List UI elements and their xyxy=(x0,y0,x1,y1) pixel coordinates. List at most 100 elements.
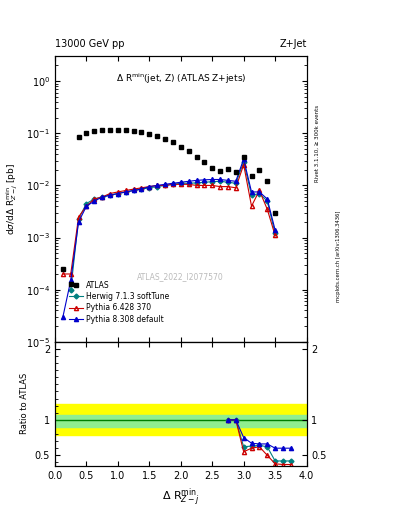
ATLAS xyxy=(194,154,199,160)
Pythia 6.428 370 xyxy=(123,187,128,194)
Herwig 7.1.3 softTune xyxy=(155,183,160,189)
Pythia 6.428 370 xyxy=(147,183,152,189)
Pythia 8.308 default xyxy=(123,189,128,195)
Herwig 7.1.3 softTune xyxy=(226,179,230,185)
ATLAS xyxy=(116,126,120,133)
Pythia 8.308 default xyxy=(84,203,89,209)
Pythia 6.428 370 xyxy=(273,232,277,239)
Pythia 8.308 default xyxy=(178,179,183,185)
Pythia 8.308 default xyxy=(186,178,191,184)
ATLAS xyxy=(76,134,81,140)
Pythia 6.428 370 xyxy=(226,183,230,189)
Herwig 7.1.3 softTune xyxy=(163,182,167,188)
Pythia 8.308 default xyxy=(68,278,73,284)
Pythia 6.428 370 xyxy=(131,186,136,192)
Text: Rivet 3.1.10, ≥ 300k events: Rivet 3.1.10, ≥ 300k events xyxy=(314,105,320,182)
Herwig 7.1.3 softTune xyxy=(265,198,270,204)
Pythia 6.428 370 xyxy=(76,214,81,220)
Line: Pythia 6.428 370: Pythia 6.428 370 xyxy=(61,163,277,276)
Pythia 6.428 370 xyxy=(116,189,120,195)
Pythia 8.308 default xyxy=(155,182,160,188)
Pythia 6.428 370 xyxy=(68,271,73,277)
ATLAS xyxy=(210,164,215,170)
Pythia 6.428 370 xyxy=(241,162,246,168)
Pythia 8.308 default xyxy=(76,219,81,225)
Pythia 6.428 370 xyxy=(61,271,65,277)
Pythia 8.308 default xyxy=(171,180,175,186)
ATLAS xyxy=(186,148,191,155)
Pythia 8.308 default xyxy=(202,177,207,183)
Pythia 8.308 default xyxy=(241,156,246,162)
ATLAS xyxy=(257,167,262,173)
Pythia 8.308 default xyxy=(92,198,97,204)
Pythia 8.308 default xyxy=(257,189,262,195)
Pythia 8.308 default xyxy=(233,178,238,184)
Pythia 8.308 default xyxy=(273,227,277,233)
Herwig 7.1.3 softTune xyxy=(249,192,254,198)
Pythia 6.428 370 xyxy=(265,206,270,212)
Herwig 7.1.3 softTune xyxy=(84,200,89,206)
ATLAS xyxy=(108,126,112,133)
Pythia 6.428 370 xyxy=(218,183,222,189)
ATLAS xyxy=(265,178,270,184)
Pythia 8.308 default xyxy=(210,177,215,183)
Pythia 8.308 default xyxy=(139,186,144,192)
Herwig 7.1.3 softTune xyxy=(100,194,105,200)
Legend: ATLAS, Herwig 7.1.3 softTune, Pythia 6.428 370, Pythia 8.308 default: ATLAS, Herwig 7.1.3 softTune, Pythia 6.4… xyxy=(66,278,173,327)
Pythia 6.428 370 xyxy=(92,196,97,202)
Herwig 7.1.3 softTune xyxy=(108,192,112,198)
ATLAS xyxy=(147,131,152,137)
Pythia 8.308 default xyxy=(100,194,105,200)
Pythia 8.308 default xyxy=(131,187,136,194)
Pythia 6.428 370 xyxy=(257,187,262,194)
Text: $\Delta$ R$^{\rm min}$(jet, Z) (ATLAS Z+jets): $\Delta$ R$^{\rm min}$(jet, Z) (ATLAS Z+… xyxy=(116,72,246,87)
ATLAS xyxy=(218,168,222,174)
Herwig 7.1.3 softTune xyxy=(257,190,262,197)
Pythia 6.428 370 xyxy=(210,182,215,188)
Line: Herwig 7.1.3 softTune: Herwig 7.1.3 softTune xyxy=(69,160,277,291)
Pythia 6.428 370 xyxy=(194,182,199,188)
ATLAS xyxy=(249,173,254,179)
Pythia 6.428 370 xyxy=(84,203,89,209)
Pythia 6.428 370 xyxy=(171,181,175,187)
Pythia 6.428 370 xyxy=(108,190,112,197)
Herwig 7.1.3 softTune xyxy=(139,186,144,192)
Herwig 7.1.3 softTune xyxy=(210,179,215,185)
Herwig 7.1.3 softTune xyxy=(186,180,191,186)
ATLAS xyxy=(155,133,160,139)
ATLAS xyxy=(84,130,89,136)
Y-axis label: Ratio to ATLAS: Ratio to ATLAS xyxy=(20,373,29,435)
Line: Pythia 8.308 default: Pythia 8.308 default xyxy=(61,157,277,319)
Pythia 6.428 370 xyxy=(202,182,207,188)
Pythia 6.428 370 xyxy=(139,185,144,191)
Pythia 8.308 default xyxy=(226,177,230,183)
Pythia 6.428 370 xyxy=(186,181,191,187)
ATLAS xyxy=(61,266,65,272)
ATLAS xyxy=(202,159,207,165)
ATLAS xyxy=(100,126,105,133)
Herwig 7.1.3 softTune xyxy=(241,159,246,165)
Pythia 8.308 default xyxy=(163,181,167,187)
ATLAS xyxy=(241,154,246,160)
X-axis label: $\Delta$ R$^{\rm min}_{Z-j}$: $\Delta$ R$^{\rm min}_{Z-j}$ xyxy=(162,486,200,508)
Herwig 7.1.3 softTune xyxy=(273,230,277,237)
Herwig 7.1.3 softTune xyxy=(202,179,207,185)
Herwig 7.1.3 softTune xyxy=(76,216,81,222)
ATLAS xyxy=(171,139,175,145)
Herwig 7.1.3 softTune xyxy=(92,196,97,202)
Pythia 8.308 default xyxy=(147,183,152,189)
Pythia 6.428 370 xyxy=(178,181,183,187)
Herwig 7.1.3 softTune xyxy=(178,180,183,186)
Herwig 7.1.3 softTune xyxy=(147,185,152,191)
Pythia 6.428 370 xyxy=(163,182,167,188)
Text: 13000 GeV pp: 13000 GeV pp xyxy=(55,38,125,49)
ATLAS xyxy=(226,165,230,172)
Line: ATLAS: ATLAS xyxy=(61,127,277,286)
Pythia 6.428 370 xyxy=(249,203,254,209)
Text: Z+Jet: Z+Jet xyxy=(279,38,307,49)
ATLAS xyxy=(273,209,277,216)
Herwig 7.1.3 softTune xyxy=(194,180,199,186)
Herwig 7.1.3 softTune xyxy=(68,287,73,293)
ATLAS xyxy=(163,136,167,142)
ATLAS xyxy=(123,127,128,133)
